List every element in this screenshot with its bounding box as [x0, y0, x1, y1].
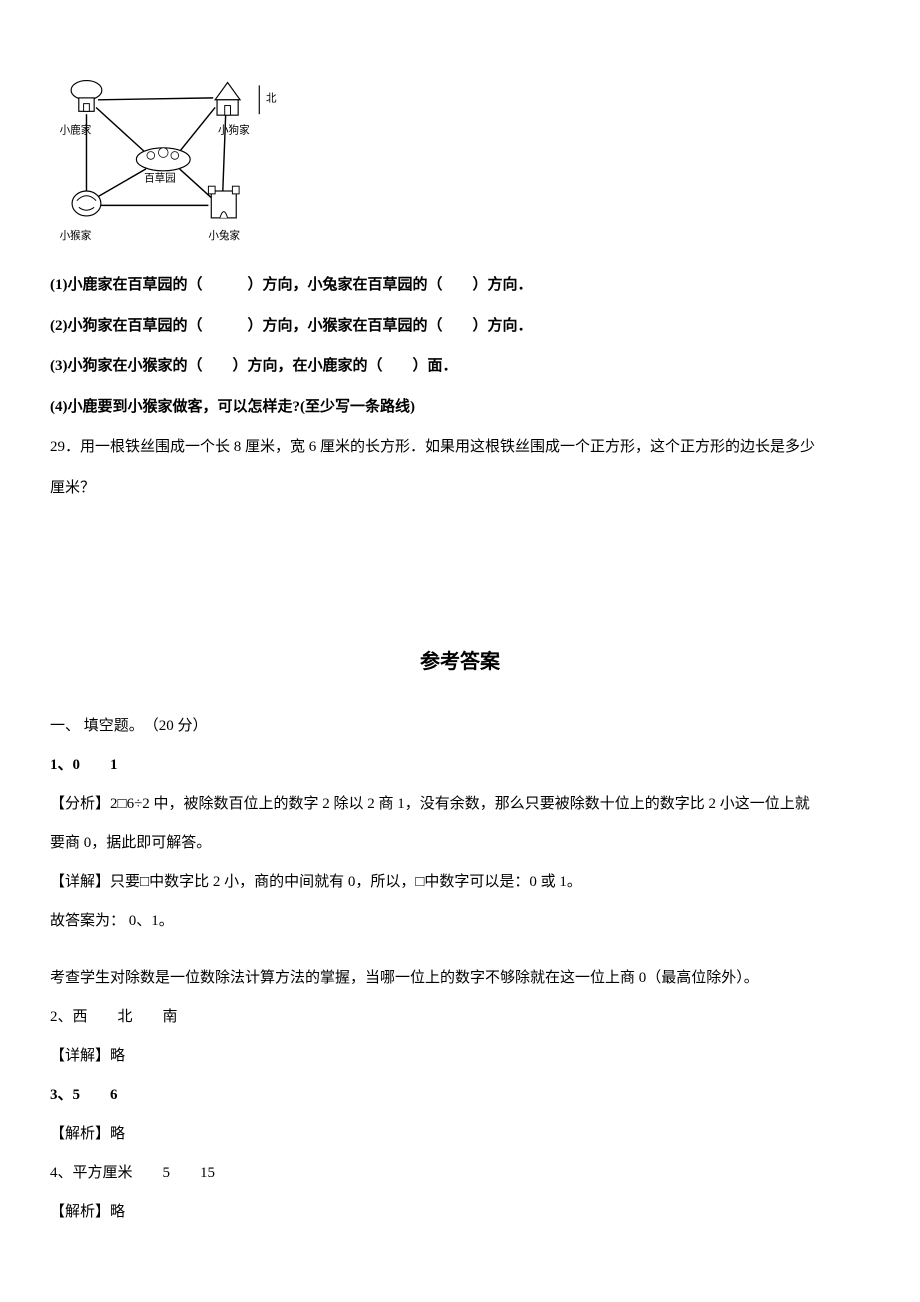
- rabbit-house-icon: [208, 186, 239, 218]
- map-svg: 北 小鹿家 小狗家 小猴家 小兔家: [50, 60, 290, 250]
- answer-3-analysis: 【解析】略: [50, 1118, 870, 1151]
- garden-icon: [136, 148, 190, 171]
- rabbit-label: 小兔家: [208, 229, 240, 242]
- analysis-text-4: 略: [110, 1204, 125, 1220]
- deer-house-icon: [71, 81, 102, 112]
- answer-1-detail: 【详解】只要□中数字比 2 小，商的中间就有 0，所以，□中数字可以是：0 或 …: [50, 866, 870, 899]
- analysis-label: 【分析】: [50, 796, 110, 812]
- answer-1-analysis: 【分析】2□6÷2 中，被除数百位上的数字 2 除以 2 商 1，没有余数，那么…: [50, 788, 870, 821]
- deer-label: 小鹿家: [60, 123, 92, 136]
- analysis-label-4: 【解析】: [50, 1204, 110, 1220]
- answer-3: 3、5 6: [50, 1079, 870, 1112]
- monkey-house-icon: [72, 191, 101, 216]
- detail-label-2: 【详解】: [50, 1048, 110, 1064]
- north-label: 北: [266, 93, 277, 105]
- question-29: 29．用一根铁丝围成一个长 8 厘米，宽 6 厘米的长方形．如果用这根铁丝围成一…: [50, 430, 870, 465]
- analysis-text: 2□6÷2 中，被除数百位上的数字 2 除以 2 商 1，没有余数，那么只要被除…: [110, 796, 810, 812]
- answer-2-detail: 【详解】略: [50, 1040, 870, 1073]
- answer-1-exam: 考查学生对除数是一位数除法计算方法的掌握，当哪一位上的数字不够除就在这一位上商 …: [50, 962, 870, 995]
- answer-4-analysis: 【解析】略: [50, 1196, 870, 1229]
- answer-2: 2、西 北 南: [50, 1001, 870, 1034]
- question-1: (1)小鹿家在百草园的（ ）方向，小兔家在百草园的（ ）方向．: [50, 268, 870, 303]
- monkey-label: 小猴家: [60, 229, 92, 242]
- answer-1: 1、0 1: [50, 749, 870, 782]
- question-29-cont: 厘米？: [50, 471, 870, 506]
- dog-label: 小狗家: [218, 123, 250, 136]
- answer-1-so: 故答案为： 0、1。: [50, 905, 870, 938]
- detail-text-2: 略: [110, 1048, 125, 1064]
- analysis-label-3: 【解析】: [50, 1126, 110, 1142]
- garden-label: 百草园: [144, 172, 176, 184]
- analysis-text-3: 略: [110, 1126, 125, 1142]
- section-1-header: 一、 填空题。 （20 分）: [50, 714, 870, 735]
- map-diagram: 北 小鹿家 小狗家 小猴家 小兔家: [50, 60, 290, 250]
- detail-text: 只要□中数字比 2 小，商的中间就有 0，所以，□中数字可以是：0 或 1。: [110, 874, 582, 890]
- question-2: (2)小狗家在百草园的（ ）方向，小猴家在百草园的（ ）方向．: [50, 309, 870, 344]
- question-4: (4)小鹿要到小猴家做客，可以怎样走?(至少写一条路线): [50, 390, 870, 425]
- question-3: (3)小狗家在小猴家的（ ）方向，在小鹿家的（ ）面．: [50, 349, 870, 384]
- answers-title: 参考答案: [50, 645, 870, 674]
- answer-1-analysis-cont: 要商 0，据此即可解答。: [50, 827, 870, 860]
- answer-4: 4、平方厘米 5 15: [50, 1157, 870, 1190]
- dog-house-icon: [215, 83, 240, 116]
- detail-label: 【详解】: [50, 874, 110, 890]
